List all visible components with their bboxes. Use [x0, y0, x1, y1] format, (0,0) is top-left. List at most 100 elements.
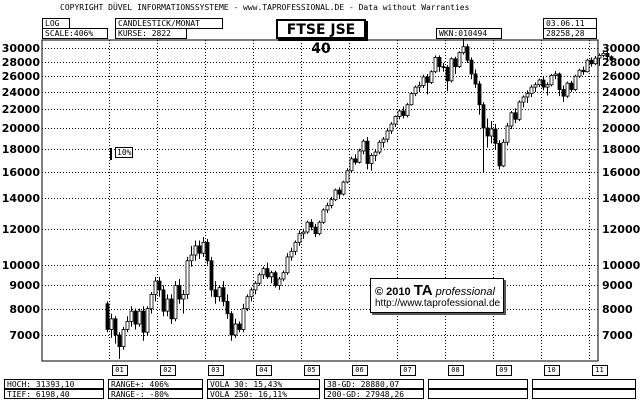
candle	[357, 148, 362, 164]
candle-body	[313, 226, 318, 235]
candle-body	[293, 241, 298, 252]
candle-body	[561, 89, 566, 97]
candle-body	[125, 320, 130, 330]
candle	[429, 70, 434, 84]
y-tick-label-right: 30000	[602, 41, 640, 55]
candle	[129, 306, 134, 327]
candle	[353, 154, 358, 165]
candle	[505, 123, 510, 146]
y-tick-label-left: 12000	[1, 222, 40, 236]
candle-body	[305, 221, 310, 233]
candle-body	[589, 59, 594, 65]
candle	[601, 50, 606, 58]
candle	[229, 311, 234, 341]
candle-body	[369, 155, 374, 164]
candle	[237, 321, 242, 333]
candle	[193, 240, 198, 261]
candle-body	[181, 294, 186, 300]
candle-body	[321, 209, 326, 223]
y-tick-label-right: 16000	[602, 165, 640, 179]
candles	[105, 39, 614, 359]
candle-body	[517, 101, 522, 120]
candle-body	[285, 256, 290, 274]
candle	[201, 237, 206, 257]
candle	[537, 78, 542, 88]
candle-body	[521, 96, 526, 103]
candle	[329, 196, 334, 209]
wkn-label: WKN:010494	[436, 28, 502, 39]
y-tick-label-left: 18000	[1, 142, 40, 156]
candle	[137, 308, 142, 327]
y-tick-label-left: 26000	[1, 69, 40, 83]
candle	[261, 266, 266, 279]
candle-body	[133, 310, 138, 325]
candle-body	[225, 301, 230, 315]
candle	[209, 256, 214, 297]
scale-label: SCALE:406%	[42, 28, 108, 39]
gd200-field: 200-GD: 27948,26	[324, 389, 424, 399]
candle	[533, 82, 538, 93]
candle-body	[297, 233, 302, 243]
candle-body	[401, 110, 406, 116]
x-tick-label: 06	[351, 365, 368, 376]
candle-body	[173, 285, 178, 320]
candle-body	[325, 205, 330, 211]
candle	[489, 121, 494, 144]
x-tick-label: 10	[543, 365, 560, 376]
candle	[457, 51, 462, 69]
candle	[109, 313, 114, 338]
candle	[437, 55, 442, 72]
candle	[581, 66, 586, 75]
candle	[213, 281, 218, 304]
candle	[149, 292, 154, 314]
candle-body	[445, 66, 450, 82]
percent-marker-bar	[110, 148, 112, 160]
y-tick-label-right: 12000	[602, 222, 640, 236]
candle	[461, 39, 466, 55]
candle-body	[353, 158, 358, 163]
candle-body	[557, 73, 562, 90]
candle-body	[473, 73, 478, 85]
candle-body	[545, 84, 550, 88]
copyright-banner: COPYRIGHT DÜVEL INFORMATIONSSYSTEME - ww…	[60, 3, 470, 12]
candle	[449, 57, 454, 83]
candle	[569, 80, 574, 93]
candle	[221, 281, 226, 307]
candle-body	[381, 138, 386, 143]
candle	[509, 110, 514, 129]
candle-body	[393, 116, 398, 125]
y-tick-label-right: 24000	[602, 85, 640, 99]
candle	[121, 326, 126, 350]
last-price-label: 28258,28	[543, 28, 597, 39]
candle-body	[529, 86, 534, 95]
candle	[577, 68, 582, 78]
candle-body	[609, 56, 614, 61]
candle	[605, 51, 610, 60]
y-tick-label-left: 22000	[1, 102, 40, 116]
y-tick-label-right: 26000	[602, 69, 640, 83]
candle	[153, 276, 158, 302]
empty-field-4	[532, 389, 636, 399]
candle	[157, 276, 162, 297]
candle	[517, 100, 522, 122]
candle-body	[409, 93, 414, 106]
candle-body	[121, 329, 126, 348]
candle	[549, 73, 554, 87]
stamp-copy: © 2010	[375, 286, 411, 298]
candle-body	[249, 289, 254, 298]
candle	[325, 202, 330, 213]
candle	[321, 208, 326, 224]
candle-body	[309, 221, 314, 228]
candle	[141, 306, 146, 341]
y-tick-label-left: 30000	[1, 41, 40, 55]
candle	[117, 332, 122, 359]
y-tick-label-left: 7000	[9, 328, 40, 342]
stamp-ta-logo: TA	[413, 282, 433, 299]
candle	[225, 294, 230, 319]
candle	[257, 272, 262, 286]
x-tick-label: 07	[399, 365, 416, 376]
percent-marker-label: 10%	[115, 147, 134, 158]
candle	[145, 306, 150, 335]
